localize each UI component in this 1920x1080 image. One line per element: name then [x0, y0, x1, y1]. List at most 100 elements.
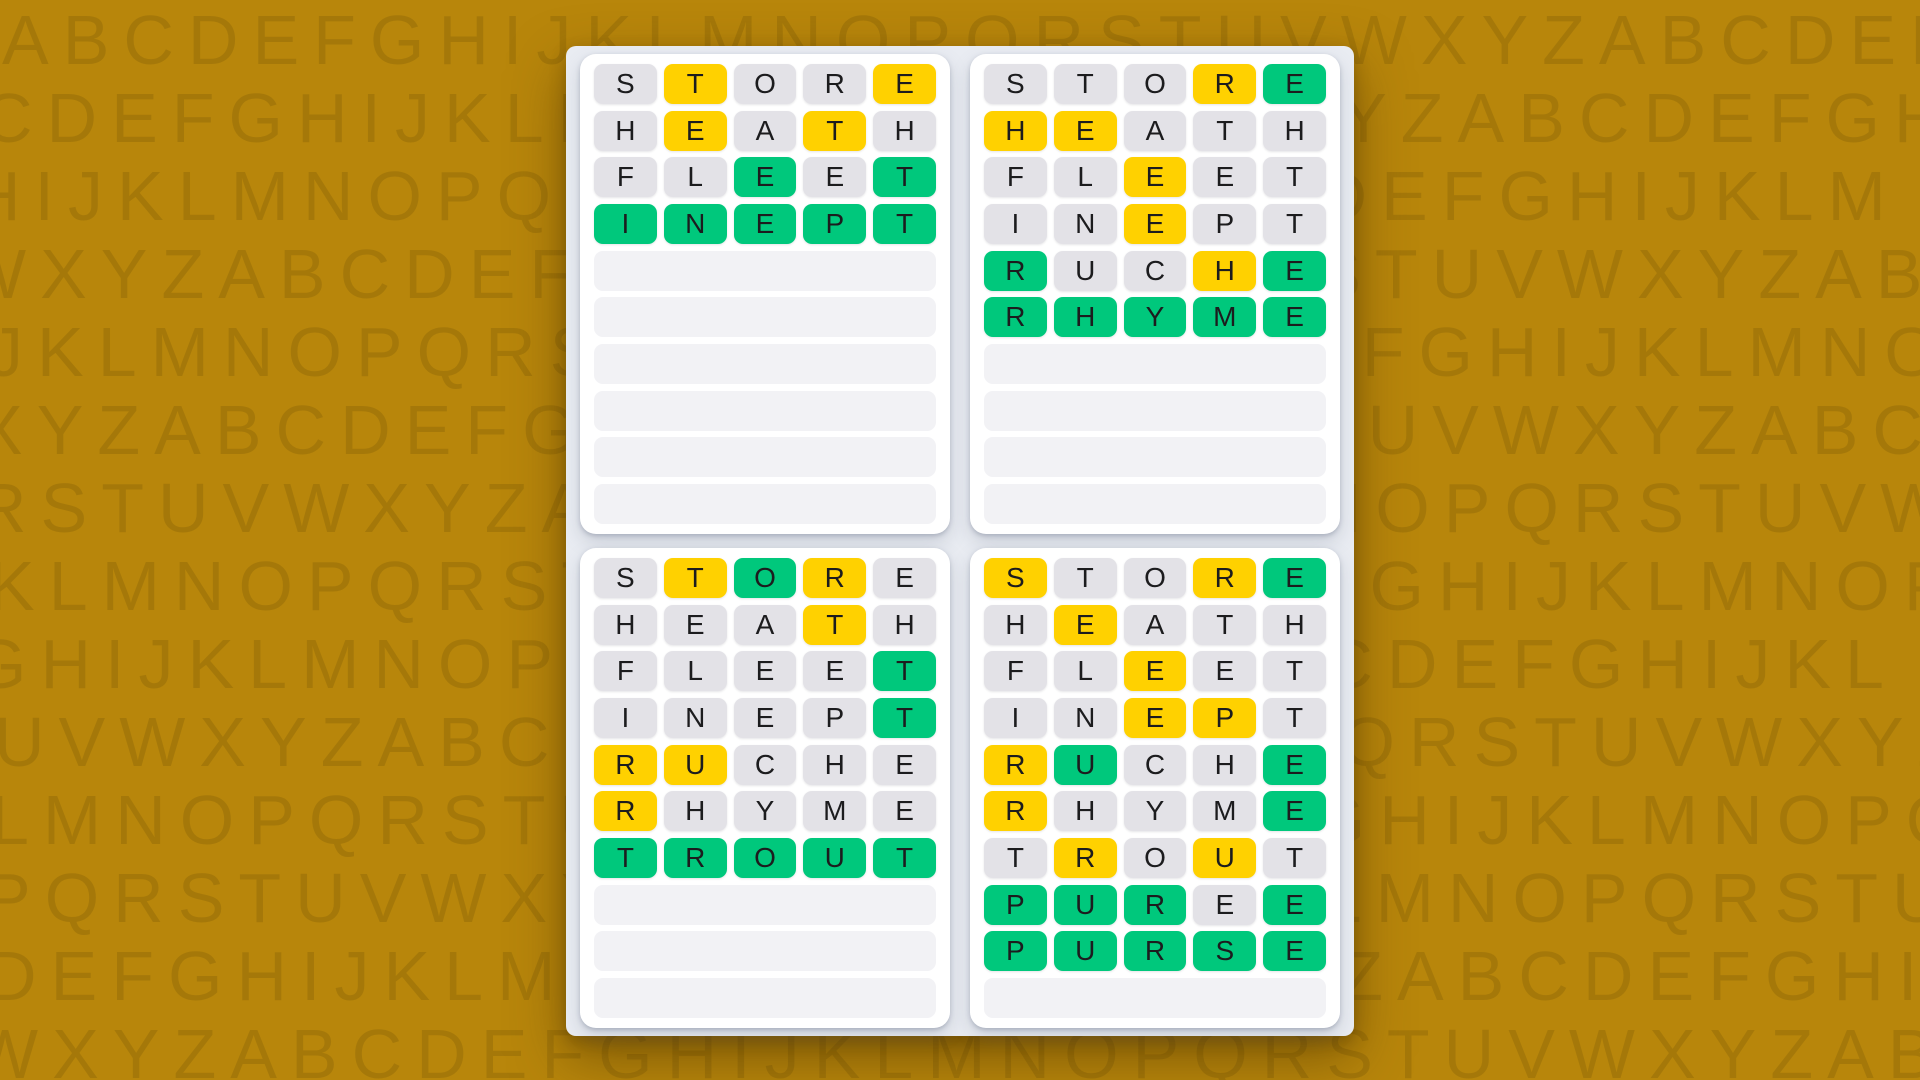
tile-present: E — [1123, 203, 1187, 244]
tile-correct: E — [1263, 250, 1326, 291]
tile-absent: T — [1053, 558, 1117, 598]
empty-row — [594, 884, 936, 925]
tile-absent: E — [873, 558, 936, 598]
empty-row — [594, 390, 936, 431]
tile-absent: M — [803, 791, 867, 832]
empty-row — [984, 977, 1326, 1018]
tile-present: R — [1053, 837, 1117, 878]
tile-correct: E — [1263, 931, 1326, 972]
tile-absent: P — [1193, 203, 1257, 244]
empty-row-bar — [594, 931, 936, 972]
tile-present: E — [1053, 604, 1117, 645]
tile-present: E — [873, 64, 936, 104]
tile-absent: T — [1263, 837, 1326, 878]
tile-correct: E — [1263, 297, 1326, 338]
tile-absent: M — [1193, 791, 1257, 832]
tile-absent: H — [803, 744, 867, 785]
tile-absent: A — [1123, 604, 1187, 645]
tile-present: S — [984, 558, 1047, 598]
tile-absent: H — [1053, 791, 1117, 832]
tile-absent: S — [984, 64, 1047, 104]
tile-absent: T — [1263, 157, 1326, 198]
tile-present: R — [594, 744, 657, 785]
tile-absent: T — [1263, 651, 1326, 692]
tile-present: E — [1123, 157, 1187, 198]
tile-absent: T — [1263, 203, 1326, 244]
tile-correct: P — [984, 884, 1047, 925]
empty-row — [594, 297, 936, 338]
tile-correct: M — [1193, 297, 1257, 338]
empty-row-bar — [594, 977, 936, 1018]
tile-present: T — [803, 604, 867, 645]
tile-correct: S — [1193, 931, 1257, 972]
tile-absent: E — [873, 744, 936, 785]
empty-row — [594, 343, 936, 384]
tile-correct: O — [733, 558, 797, 598]
tile-absent: I — [594, 697, 657, 738]
tile-correct: T — [873, 837, 936, 878]
tile-absent: S — [594, 64, 657, 104]
empty-row — [594, 437, 936, 478]
tile-absent: F — [594, 651, 657, 692]
tile-absent: E — [733, 651, 797, 692]
tile-present: R — [594, 791, 657, 832]
tile-absent: H — [873, 110, 936, 151]
tile-absent: Y — [1123, 791, 1187, 832]
empty-row — [594, 977, 936, 1018]
tile-correct: T — [873, 651, 936, 692]
tile-present: E — [663, 110, 727, 151]
tile-absent: O — [1123, 64, 1187, 104]
tile-absent: O — [1123, 837, 1187, 878]
tile-present: R — [1193, 558, 1257, 598]
tile-present: E — [1123, 651, 1187, 692]
tile-absent: O — [733, 64, 797, 104]
tile-present: T — [803, 110, 867, 151]
tile-absent: H — [984, 604, 1047, 645]
tile-absent: U — [1053, 250, 1117, 291]
tile-correct: R — [1123, 884, 1187, 925]
tile-absent: E — [803, 157, 867, 198]
tile-present: P — [1193, 697, 1257, 738]
tile-correct: T — [594, 837, 657, 878]
tile-present: E — [1053, 110, 1117, 151]
tile-absent: T — [1193, 110, 1257, 151]
tile-absent: N — [1053, 697, 1117, 738]
tile-absent: H — [594, 110, 657, 151]
tile-absent: F — [984, 651, 1047, 692]
tile-absent: L — [1053, 157, 1117, 198]
tile-correct: E — [733, 157, 797, 198]
empty-row-bar — [984, 437, 1326, 478]
tile-absent: F — [594, 157, 657, 198]
tile-absent: I — [984, 697, 1047, 738]
empty-row — [984, 437, 1326, 478]
tile-absent: E — [803, 651, 867, 692]
tile-correct: R — [984, 250, 1047, 291]
tile-absent: A — [1123, 110, 1187, 151]
tile-correct: E — [1263, 558, 1326, 598]
tile-present: R — [984, 744, 1047, 785]
tile-absent: L — [663, 157, 727, 198]
tile-correct: E — [733, 203, 797, 244]
tile-present: T — [663, 558, 727, 598]
tile-absent: A — [733, 604, 797, 645]
